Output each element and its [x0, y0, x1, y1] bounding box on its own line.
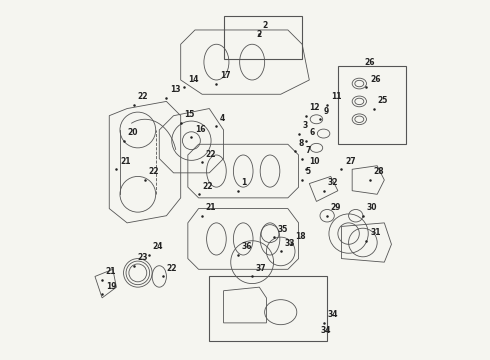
- Text: 25: 25: [377, 96, 388, 105]
- Text: 21: 21: [106, 267, 116, 276]
- Bar: [223, 16, 302, 59]
- Text: 29: 29: [331, 203, 341, 212]
- Text: 15: 15: [184, 110, 195, 119]
- Text: 26: 26: [364, 58, 374, 67]
- Text: 36: 36: [242, 242, 252, 251]
- Text: 5: 5: [306, 167, 311, 176]
- Text: 10: 10: [309, 157, 320, 166]
- Text: 23: 23: [138, 253, 148, 262]
- Text: 35: 35: [277, 225, 288, 234]
- Text: 8: 8: [298, 139, 304, 148]
- Text: 3: 3: [302, 121, 307, 130]
- Text: 24: 24: [152, 242, 163, 251]
- Text: 17: 17: [220, 71, 231, 80]
- Text: 16: 16: [195, 125, 205, 134]
- Text: 2: 2: [257, 30, 262, 39]
- Text: 6: 6: [309, 128, 315, 137]
- Text: 28: 28: [373, 167, 384, 176]
- Text: 12: 12: [309, 103, 320, 112]
- Text: 32: 32: [327, 178, 338, 187]
- Text: 22: 22: [148, 167, 159, 176]
- Text: 19: 19: [106, 282, 116, 291]
- Text: 22: 22: [206, 149, 216, 158]
- Text: 27: 27: [345, 157, 356, 166]
- Text: 4: 4: [220, 114, 225, 123]
- Text: 33: 33: [284, 239, 295, 248]
- Text: 22: 22: [167, 264, 177, 273]
- Text: 22: 22: [138, 93, 148, 102]
- Text: 30: 30: [367, 203, 377, 212]
- Text: 34: 34: [320, 327, 331, 336]
- Text: 14: 14: [188, 75, 198, 84]
- Text: 9: 9: [323, 107, 329, 116]
- Text: 21: 21: [206, 203, 216, 212]
- Text: 37: 37: [256, 264, 267, 273]
- Text: 2: 2: [263, 21, 268, 30]
- Text: 22: 22: [202, 182, 213, 191]
- Text: 31: 31: [370, 228, 381, 237]
- Text: 18: 18: [295, 232, 306, 241]
- Bar: [209, 276, 327, 341]
- Text: 1: 1: [242, 178, 246, 187]
- Text: 20: 20: [127, 128, 138, 137]
- Text: 26: 26: [370, 75, 381, 84]
- Bar: [338, 66, 406, 144]
- Text: 11: 11: [331, 93, 341, 102]
- Text: 13: 13: [170, 85, 180, 94]
- Text: 21: 21: [120, 157, 130, 166]
- Text: 7: 7: [306, 146, 311, 155]
- Text: 34: 34: [327, 310, 338, 319]
